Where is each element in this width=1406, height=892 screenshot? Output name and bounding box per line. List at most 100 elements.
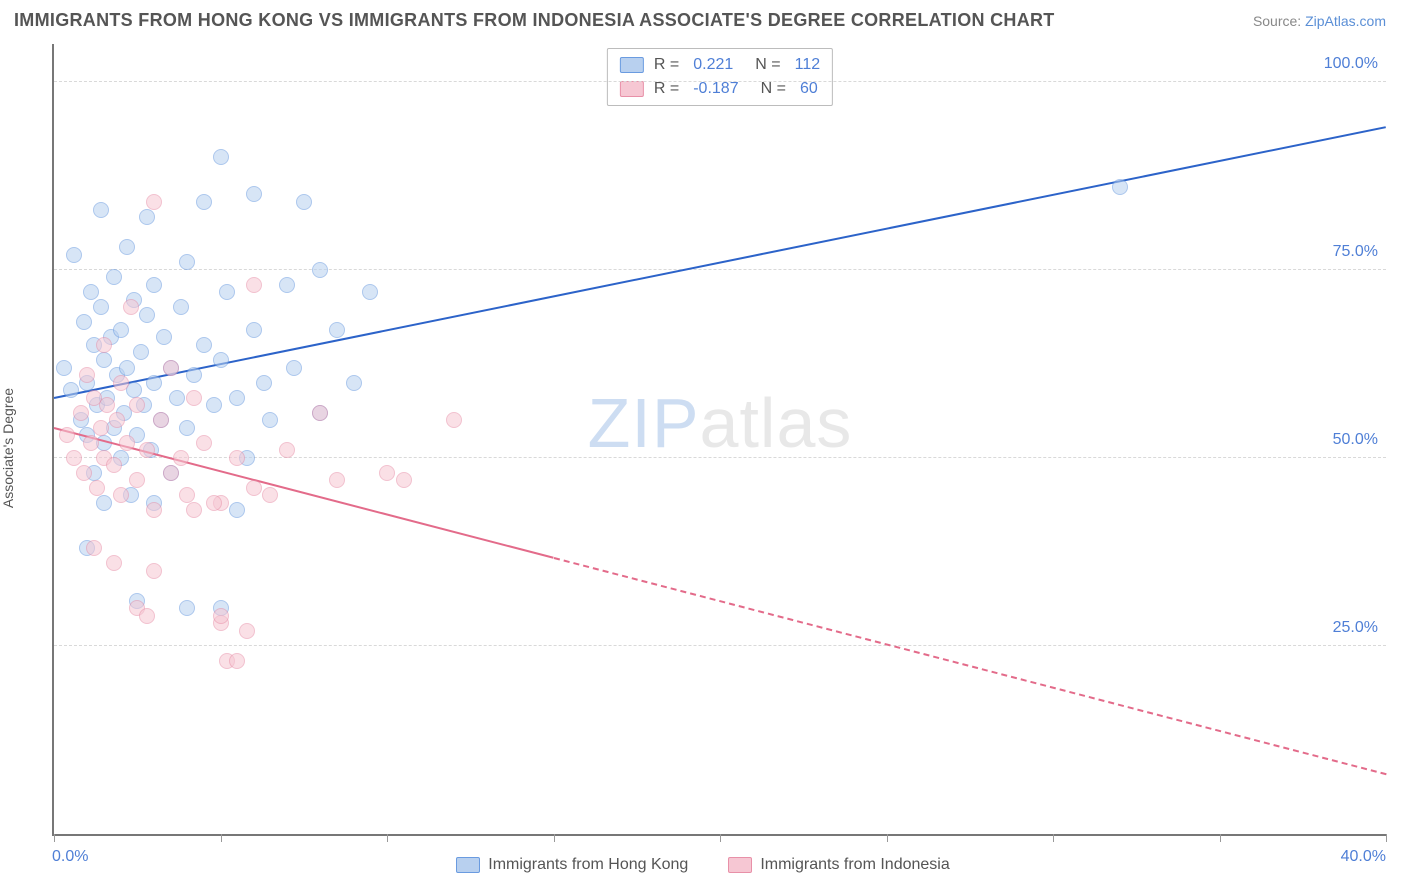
data-point [96,352,112,368]
x-tick [221,834,222,842]
data-point [99,397,115,413]
data-point [129,397,145,413]
y-tick-label: 50.0% [1333,431,1378,449]
data-point [262,487,278,503]
data-point [153,412,169,428]
data-point [63,382,79,398]
gridline [54,645,1386,646]
data-point [146,502,162,518]
watermark: ZIPatlas [588,383,853,463]
x-tick [1386,834,1387,842]
data-point [129,472,145,488]
y-tick-label: 100.0% [1324,55,1378,73]
data-point [113,487,129,503]
data-point [93,202,109,218]
data-point [66,247,82,263]
gridline [54,81,1386,82]
data-point [163,360,179,376]
data-point [173,299,189,315]
scatter-plot-area: ZIPatlas R =0.221N =112R =-0.187N =60 25… [52,44,1386,836]
data-point [89,480,105,496]
data-point [59,427,75,443]
data-point [179,600,195,616]
trend-line [553,557,1386,775]
data-point [156,329,172,345]
data-point [96,337,112,353]
data-point [169,390,185,406]
data-point [146,277,162,293]
data-point [146,375,162,391]
source-line: Source: ZipAtlas.com [1253,13,1386,29]
data-point [362,284,378,300]
data-point [286,360,302,376]
data-point [106,269,122,285]
data-point [213,149,229,165]
data-point [79,367,95,383]
series-legend: Immigrants from Hong Kong Immigrants from… [0,856,1406,874]
data-point [113,322,129,338]
data-point [106,555,122,571]
data-point [139,209,155,225]
data-point [86,540,102,556]
source-label: Source: [1253,13,1305,29]
legend-swatch [728,857,752,873]
data-point [239,623,255,639]
data-point [1112,179,1128,195]
legend-swatch [456,857,480,873]
data-point [123,299,139,315]
data-point [246,322,262,338]
x-tick [54,834,55,842]
data-point [279,442,295,458]
data-point [146,563,162,579]
data-point [139,608,155,624]
data-point [93,299,109,315]
x-tick [720,834,721,842]
legend-item: Immigrants from Indonesia [728,856,949,874]
data-point [346,375,362,391]
data-point [173,450,189,466]
data-point [66,450,82,466]
legend-swatch [620,81,644,97]
data-point [312,262,328,278]
data-point [119,435,135,451]
legend-swatch [620,57,644,73]
data-point [219,284,235,300]
data-point [76,314,92,330]
data-point [179,254,195,270]
legend-r-value: 0.221 [693,53,733,77]
x-tick [387,834,388,842]
data-point [256,375,272,391]
data-point [119,239,135,255]
data-point [329,472,345,488]
data-point [296,194,312,210]
data-point [186,390,202,406]
data-point [196,194,212,210]
data-point [119,360,135,376]
data-point [163,465,179,481]
data-point [109,412,125,428]
data-point [133,344,149,360]
legend-item: Immigrants from Hong Kong [456,856,688,874]
data-point [279,277,295,293]
gridline [54,269,1386,270]
data-point [56,360,72,376]
x-tick [887,834,888,842]
y-axis-label: Associate's Degree [0,388,16,508]
source-link[interactable]: ZipAtlas.com [1305,13,1386,29]
x-tick [1053,834,1054,842]
data-point [329,322,345,338]
data-point [96,495,112,511]
data-point [73,405,89,421]
data-point [213,352,229,368]
legend-n-label: N = [755,53,780,77]
stats-legend: R =0.221N =112R =-0.187N =60 [607,48,833,106]
data-point [246,480,262,496]
data-point [229,653,245,669]
data-point [246,277,262,293]
legend-label: Immigrants from Hong Kong [488,856,688,874]
data-point [206,495,222,511]
watermark-atlas: atlas [700,384,853,462]
data-point [186,502,202,518]
data-point [113,375,129,391]
legend-row: R =0.221N =112 [620,53,820,77]
